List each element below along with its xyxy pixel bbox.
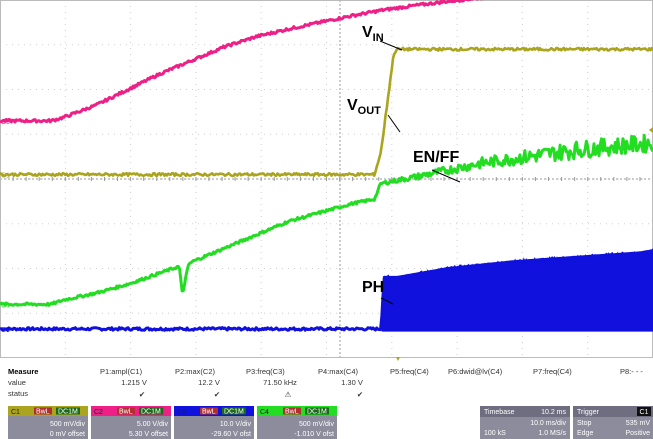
channel-box-c2[interactable]: C2 BwL DC1M 5.00 V/div 5.30 V offset	[91, 406, 171, 439]
measure-param-value: 12.2 V	[198, 378, 220, 387]
trace-vin	[0, 0, 483, 124]
measure-param-status: ✔	[214, 390, 220, 399]
channel-scale: 5.00 V/div	[137, 421, 169, 428]
measure-param-value: 71.50 kHz	[263, 378, 297, 387]
channel-tag: BwL	[119, 409, 133, 416]
measure-row-label-value: value	[8, 378, 26, 387]
channel-marker: C3	[1, 119, 10, 126]
measure-param-name: P6:dwid@lv(C4)	[448, 367, 503, 376]
measure-heading: Measure	[8, 367, 38, 376]
timebase-label: Timebase	[484, 409, 515, 416]
trigger-slope: Positive	[625, 430, 650, 437]
annotation-label-en-ff: EN/FF	[413, 149, 459, 166]
measure-param-name: P3:freq(C3)	[246, 367, 285, 376]
timebase-value: 10.2 ms	[541, 409, 566, 416]
measure-param-name: P8:- - -	[620, 367, 643, 376]
annotation-pointer	[379, 40, 403, 51]
trigger-box[interactable]: Trigger C1 Stop 535 mV Edge Positive	[573, 406, 653, 439]
timebase-scale: 10.0 ms/div	[530, 420, 566, 427]
channel-tag: DC1M	[307, 409, 327, 416]
channel-box-c1[interactable]: C1 BwL DC1M 500 mV/div 0 mV offset	[8, 406, 88, 439]
channel-tag: DC1M	[224, 409, 244, 416]
channel-offset: 5.30 V offset	[129, 431, 168, 438]
annotation-pointer	[387, 114, 401, 133]
channel-tag: DC1M	[141, 409, 161, 416]
channel-offset: 0 mV offset	[50, 431, 85, 438]
trigger-level: 535 mV	[626, 420, 650, 427]
measure-param-status: ✔	[357, 390, 363, 399]
measure-param-name: P5:freq(C4)	[390, 367, 429, 376]
channel-tag: DC1M	[58, 409, 78, 416]
trace-vout	[0, 46, 653, 178]
channel-offset: -1.010 V ofst	[294, 431, 334, 438]
channel-tag: BwL	[285, 409, 299, 416]
measure-row-label-status: status	[8, 389, 28, 398]
timebase-rate: 1.0 MS/s	[538, 430, 566, 437]
annotation-label-ph: PH	[362, 279, 384, 296]
trigger-label: Trigger	[577, 409, 600, 416]
trace-en-ff	[0, 133, 653, 307]
measure-param-status: ✔	[139, 390, 145, 399]
channel-tag: BwL	[36, 409, 50, 416]
measure-param-name: P7:freq(C4)	[533, 367, 572, 376]
annotation-pointer	[380, 297, 394, 305]
channel-id: C3	[177, 409, 186, 416]
measure-param-name: P1:ampl(C1)	[100, 367, 143, 376]
annotation-pointer	[431, 169, 461, 183]
channel-marker: C3	[1, 327, 10, 334]
channel-scale: 500 mV/div	[50, 421, 86, 428]
trigger-channel: C1	[640, 409, 649, 416]
waveform-traces	[0, 0, 653, 332]
measure-param-name: P2:max(C2)	[175, 367, 216, 376]
timebase-samples: 100 kS	[484, 430, 506, 437]
trigger-level-icon	[649, 127, 653, 133]
measure-param-name: P4:max(C4)	[318, 367, 359, 376]
measure-param-value: 1.30 V	[341, 378, 363, 387]
channel-marker: C1	[1, 173, 10, 180]
channel-info-boxes: C1 BwL DC1M 500 mV/div 0 mV offset C2 BwL DC1M 5…	[8, 406, 337, 439]
channel-box-c3[interactable]: C3 BwL DC1M 10.0 V/div -29.60 V ofst	[174, 406, 254, 439]
channel-box-c4[interactable]: C4 BwL DC1M 500 mV/div -1.010 V ofst	[257, 406, 337, 439]
trigger-mode: Stop	[577, 420, 592, 427]
channel-scale: 500 mV/div	[299, 421, 335, 428]
trigger-position-icon	[396, 357, 400, 361]
channel-id: C4	[260, 409, 269, 416]
measure-param-status: ⚠	[285, 390, 292, 399]
channel-offset: -29.60 V ofst	[211, 431, 251, 438]
channel-markers: C3 C1 C4 C3	[1, 119, 10, 334]
channel-scale: 10.0 V/div	[220, 421, 252, 428]
measure-param-value: 1.215 V	[121, 378, 147, 387]
channel-id: C1	[11, 409, 20, 416]
channel-id: C2	[94, 409, 103, 416]
channel-marker: C4	[1, 302, 10, 309]
trigger-type: Edge	[577, 430, 593, 437]
channel-tag: BwL	[202, 409, 216, 416]
trace-ph-switching-band	[381, 248, 653, 332]
timebase-box[interactable]: Timebase 10.2 ms 10.0 ms/div 100 kS 1.0 …	[480, 406, 570, 439]
